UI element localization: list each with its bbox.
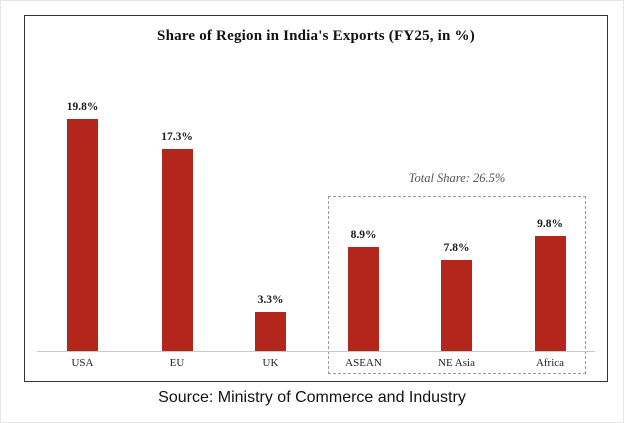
bar-asean (348, 247, 379, 351)
x-axis-line (37, 351, 595, 352)
chart-title: Share of Region in India's Exports (FY25… (157, 28, 475, 44)
axis-label-usa: USA (71, 357, 94, 369)
bar-africa (534, 236, 566, 351)
annotation-dashed-box (328, 196, 586, 374)
source-caption: Source: Ministry of Commerce and Industr… (158, 389, 466, 406)
axis-label-eu: EU (169, 357, 185, 369)
bar-value-label-uk: 3.3% (257, 294, 284, 306)
plot-area: Total Share: 26.5% 19.8% USA 17.3% EU 3.3% UK… (25, 16, 607, 381)
axis-label-uk: UK (262, 357, 279, 369)
bar-uk (255, 312, 286, 351)
bar-value-label-asean: 8.9% (350, 229, 377, 241)
axis-label-africa: Africa (535, 357, 565, 369)
bar-value-label-ne-asia: 7.8% (443, 242, 470, 254)
bar-eu (161, 149, 193, 351)
bar-value-label-usa: 19.8% (66, 101, 99, 113)
bar-ne-asia (441, 260, 472, 351)
axis-label-ne-asia: NE Asia (438, 357, 475, 369)
total-share-annotation: Total Share: 26.5% (408, 171, 506, 185)
chart-frame: Share of Region in India's Exports (FY25… (24, 15, 608, 382)
bar-value-label-africa: 9.8% (537, 218, 563, 230)
bar-value-label-eu: 17.3% (161, 131, 193, 143)
bar-usa (67, 119, 98, 351)
axis-label-asean: ASEAN (345, 357, 382, 369)
